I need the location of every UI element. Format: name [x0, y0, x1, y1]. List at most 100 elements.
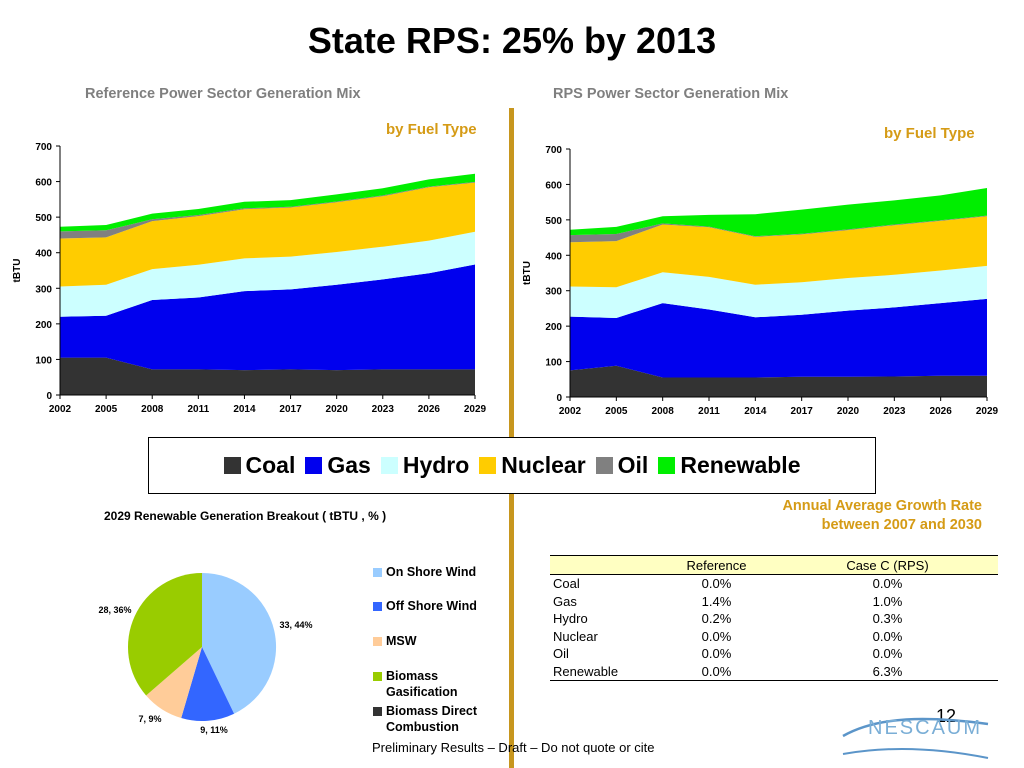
table-cell: 0.0% — [656, 662, 777, 681]
pie-slice-biomass-gasification — [127, 573, 202, 696]
rps-x-tick-label: 2017 — [791, 406, 814, 417]
table-cell: Hydro — [553, 611, 588, 627]
reference-y-tick-label: 600 — [35, 178, 52, 189]
rps-y-tick-label: 200 — [545, 322, 562, 333]
table-cell: Gas — [553, 593, 577, 609]
rps-x-tick-label: 2029 — [976, 406, 999, 417]
table-header-cell: Reference — [656, 555, 777, 575]
rps-y-tick-label: 100 — [545, 358, 562, 369]
pie-legend-label-4: Biomass Direct Combustion — [386, 704, 478, 734]
rps-x-tick-label: 2020 — [837, 406, 860, 417]
table-cell: 0.3% — [872, 611, 903, 627]
table-row: Renewable 0.0% 6.3% — [550, 662, 998, 681]
reference-area-renewable — [60, 173, 475, 232]
table-cell: 0.0% — [872, 576, 903, 592]
growth-rate-title: Annual Average Growth Rate between 2007 … — [690, 497, 982, 535]
table-cell: 0.0% — [701, 628, 732, 644]
reference-x-tick-label: 2005 — [95, 404, 118, 415]
reference-y-tick-label: 0 — [46, 391, 52, 402]
rps-x-tick-label: 2011 — [698, 406, 720, 417]
table-cell: Renewable — [550, 662, 656, 681]
table-row: Hydro 0.2% 0.3% — [550, 610, 998, 628]
footer-disclaimer: Preliminary Results – Draft – Do not quo… — [372, 740, 655, 755]
pie-data-label: 28, 36% — [98, 605, 131, 615]
growth-rate-title-line2: between 2007 and 2030 — [821, 517, 982, 533]
reference-x-tick-label: 2011 — [187, 404, 209, 415]
pie-data-label: 33, 44% — [279, 620, 312, 630]
pie-legend-swatch-4 — [373, 707, 382, 716]
legend-swatch-nuclear — [479, 457, 497, 474]
reference-x-tick-label: 2023 — [372, 404, 395, 415]
legend-item-coal: Coal — [223, 452, 296, 479]
legend-item-oil: Oil — [595, 452, 649, 479]
rps-x-tick-label: 2002 — [559, 406, 582, 417]
table-cell: 0.0% — [872, 628, 903, 644]
reference-area-nuclear — [60, 182, 475, 287]
reference-area-hydro — [60, 231, 475, 317]
table-row: Coal 0.0% 0.0% — [550, 575, 998, 593]
pie-legend-swatch-2 — [373, 637, 382, 646]
logo-swoosh-lower-icon — [842, 748, 989, 759]
reference-area-oil — [60, 181, 475, 239]
reference-x-tick-label: 2017 — [279, 404, 302, 415]
table-cell: Oil — [553, 646, 569, 662]
legend-item-nuclear: Nuclear — [479, 452, 586, 479]
table-cell: 0.0% — [701, 646, 732, 662]
reference-y-tick-label: 200 — [35, 320, 52, 331]
rps-x-tick-label: 2023 — [883, 406, 906, 417]
legend-label-oil: Oil — [617, 452, 649, 478]
logo-text: NESCAUM — [868, 717, 982, 739]
legend-label-coal: Coal — [245, 452, 296, 478]
legend-swatch-gas — [305, 457, 323, 474]
pie-legend-swatch-0 — [373, 568, 382, 577]
legend-label-hydro: Hydro — [402, 452, 470, 478]
legend-label-gas: Gas — [327, 452, 371, 478]
legend-swatch-oil — [595, 457, 613, 474]
pie-data-label: 7, 9% — [138, 714, 161, 724]
table-cell: 1.4% — [701, 593, 732, 609]
pie-legend-swatch-3 — [373, 672, 382, 681]
reference-y-tick-label: 100 — [35, 355, 52, 366]
table-row: Gas 1.4% 1.0% — [550, 593, 998, 611]
legend-swatch-hydro — [380, 457, 398, 474]
rps-area-hydro — [570, 265, 987, 318]
rps-y-tick-label: 0 — [556, 393, 562, 404]
pie-slice-on-shore-wind — [202, 573, 277, 714]
rps-y-tick-label: 300 — [545, 287, 562, 298]
pie-legend-label-0: On Shore Wind — [386, 565, 477, 579]
reference-x-tick-label: 2020 — [326, 404, 349, 415]
legend-label-nuclear: Nuclear — [501, 452, 586, 478]
reference-y-tick-label: 300 — [35, 284, 52, 295]
rps-area-gas — [570, 298, 987, 378]
rps-area-renewable — [570, 188, 987, 237]
rps-x-tick-label: 2008 — [652, 406, 675, 417]
reference-y-tick-label: 700 — [35, 142, 52, 153]
rps-chart-title: RPS Power Sector Generation Mix — [553, 86, 789, 102]
table-header-cell: Case C (RPS) — [777, 555, 998, 575]
table-cell: 0.0% — [701, 576, 732, 592]
reference-x-tick-label: 2026 — [418, 404, 441, 415]
reference-chart-subtitle: by Fuel Type — [386, 121, 477, 138]
reference-area-coal — [60, 357, 475, 395]
reference-x-tick-label: 2029 — [464, 404, 487, 415]
growth-rate-title-line1: Annual Average Growth Rate — [782, 498, 982, 514]
reference-y-tick-label: 500 — [35, 213, 52, 224]
table-cell: Coal — [553, 576, 580, 592]
table-cell: 6.3% — [777, 662, 998, 681]
pie-legend-label-3: Biomass Gasification — [386, 669, 458, 699]
rps-area-oil — [570, 215, 987, 243]
pie-legend-label-1: Off Shore Wind — [386, 599, 477, 613]
table-body: Coal 0.0% 0.0% Gas 1.4% 1.0% Hydro 0.2% 0.3% Nucl… — [550, 575, 998, 681]
pie-data-label: 9, 11% — [200, 725, 228, 735]
table-cell: 0.2% — [701, 611, 732, 627]
pie-legend-label-2: MSW — [386, 634, 417, 648]
table-header-row: Reference Case C (RPS) — [550, 555, 998, 575]
pie-slice-msw — [146, 647, 202, 718]
rps-y-tick-label: 400 — [545, 251, 562, 262]
logo-swoosh-icon — [842, 717, 989, 738]
nescaum-logo: NESCAUM — [842, 717, 989, 759]
table-cell: 1.0% — [872, 593, 903, 609]
